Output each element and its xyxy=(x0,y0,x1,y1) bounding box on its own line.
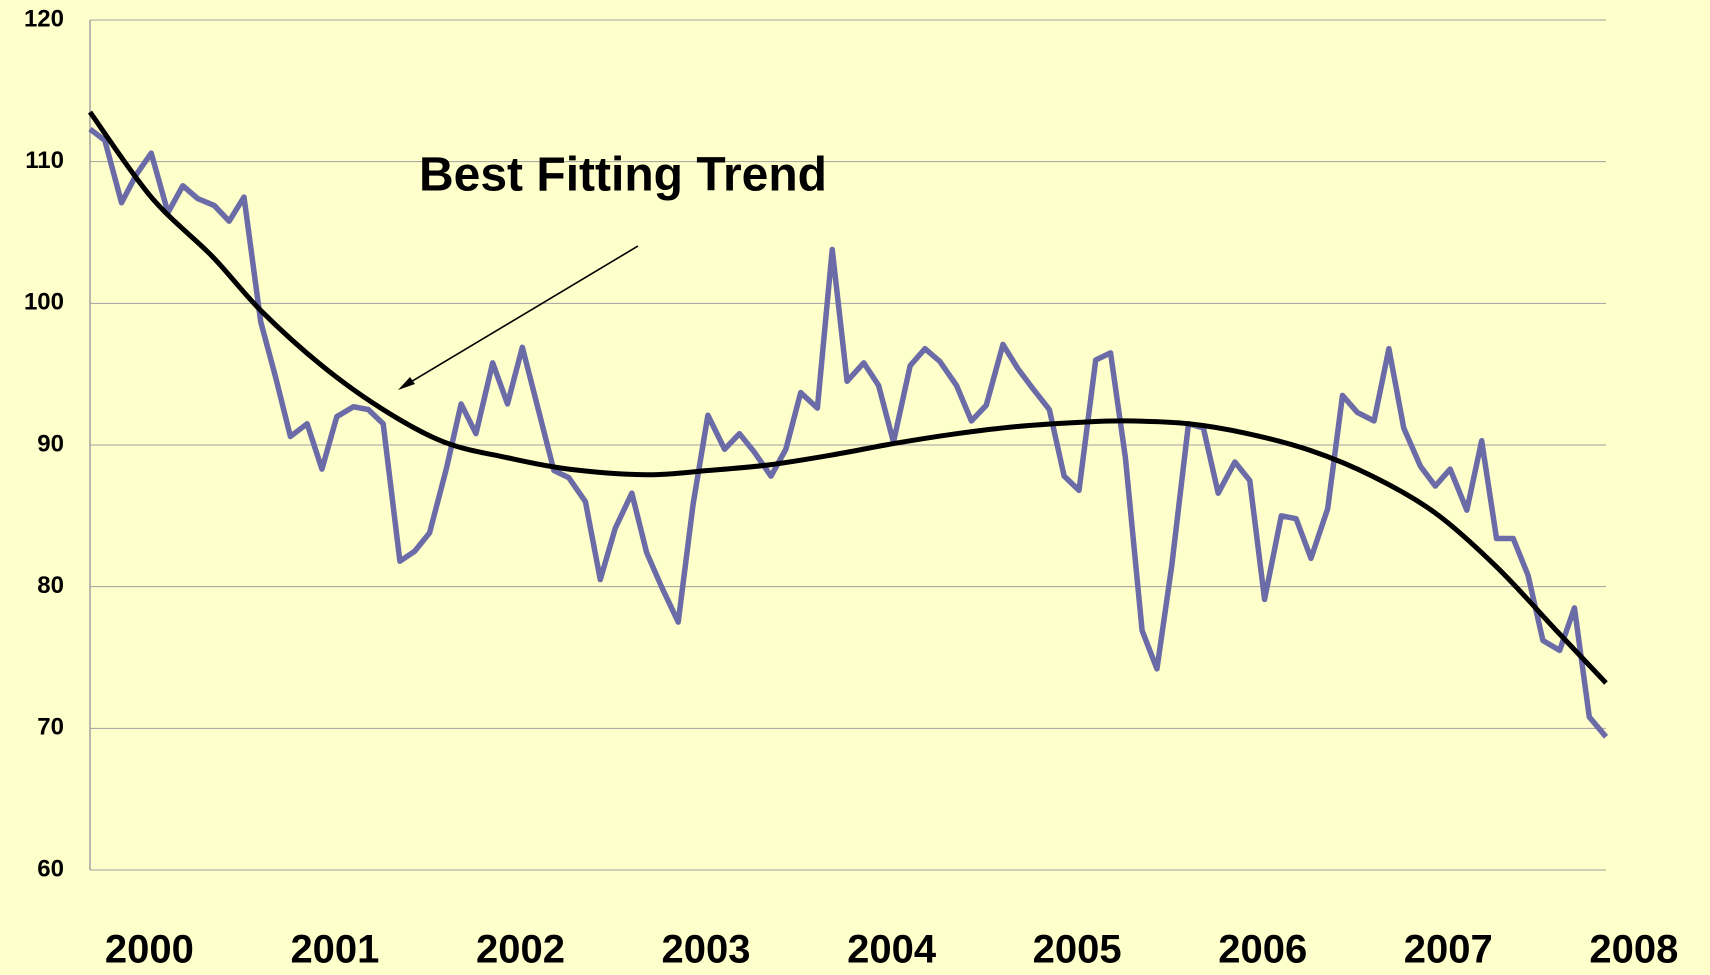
y-tick-label: 80 xyxy=(37,572,64,599)
y-tick-label: 90 xyxy=(37,430,64,457)
data-line xyxy=(88,126,1609,739)
annotation-arrow xyxy=(403,245,639,387)
x-tick-label: 2008 xyxy=(1589,928,1678,972)
trend-line xyxy=(87,110,1608,685)
annotation-arrowhead xyxy=(398,377,415,390)
y-tick-label: 100 xyxy=(24,289,64,316)
x-tick-label: 2004 xyxy=(847,928,937,972)
x-tick-label: 2000 xyxy=(105,928,194,972)
x-tick-label: 2001 xyxy=(290,928,379,972)
y-tick-label: 110 xyxy=(25,147,64,174)
x-tick-label: 2005 xyxy=(1033,928,1122,972)
x-tick-label: 2002 xyxy=(476,928,565,972)
x-tick-label: 2003 xyxy=(662,928,751,972)
y-tick-label: 70 xyxy=(37,714,64,741)
x-tick-label: 2006 xyxy=(1218,928,1307,972)
y-tick-label: 60 xyxy=(37,855,64,882)
annotation: Best Fitting Trend xyxy=(419,149,827,202)
x-tick-label: 2007 xyxy=(1404,928,1493,972)
y-tick-label: 120 xyxy=(24,5,64,32)
